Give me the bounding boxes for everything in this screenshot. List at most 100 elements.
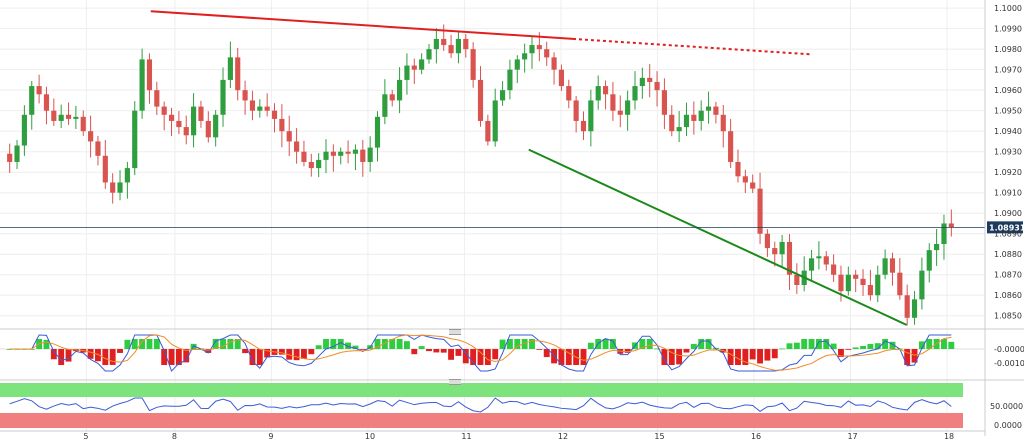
macd-histogram-bar <box>889 341 896 349</box>
candle-body <box>58 114 64 121</box>
candle-body <box>191 106 197 136</box>
macd-histogram-bar <box>153 339 160 349</box>
candle-body <box>757 188 763 234</box>
candle-body <box>249 100 256 111</box>
candle-body <box>522 53 528 60</box>
y-tick-label: 1.0960 <box>994 86 1022 95</box>
macd-histogram-bar <box>293 349 300 361</box>
macd-histogram-bar <box>764 349 771 361</box>
x-tick-label: 5 <box>83 432 88 440</box>
candle-body <box>426 49 432 60</box>
x-tick-label: 10 <box>365 432 375 440</box>
y-tick-label: 1.0860 <box>994 291 1022 300</box>
macd-histogram-bar <box>455 349 462 356</box>
macd-histogram-bar <box>470 349 477 365</box>
x-tick-label: 18 <box>944 432 954 440</box>
candle-body <box>948 223 954 228</box>
candle-body <box>374 116 381 148</box>
macd-histogram-bar <box>698 339 705 349</box>
candle-body <box>845 274 851 292</box>
candle-body <box>705 106 712 111</box>
candle-body <box>389 94 395 101</box>
resistance-extension <box>572 37 811 56</box>
candle-body <box>14 145 20 162</box>
macd-histogram-bar <box>735 349 741 365</box>
candle-body <box>816 256 822 259</box>
macd-histogram-bar <box>131 339 138 349</box>
oscillator-resize-handle[interactable] <box>449 379 461 385</box>
macd-histogram-bar <box>124 339 131 349</box>
candle-body <box>573 100 579 121</box>
candle-body <box>536 45 542 50</box>
candle-body <box>492 100 498 142</box>
candle-body <box>713 106 719 115</box>
macd-histogram-bar <box>87 349 94 359</box>
candle-body <box>455 38 462 54</box>
macd-histogram-bar <box>874 343 881 349</box>
macd-histogram-bar <box>529 339 535 349</box>
y-tick-label: 1.0870 <box>994 271 1022 280</box>
candle-body <box>168 114 175 121</box>
x-tick-label: 11 <box>461 432 471 440</box>
macd-histogram-bar <box>175 349 182 365</box>
last-price-label: 1.08931 <box>989 223 1024 232</box>
candle-body <box>198 106 204 121</box>
oversold-zone <box>0 413 963 428</box>
macd-histogram-bar <box>433 349 440 353</box>
time-axis: 5 8 9 10 11 12 15 16 17 18 <box>0 430 985 440</box>
macd-histogram-bar <box>492 349 499 360</box>
candle-body <box>352 149 359 154</box>
candle-body <box>360 149 366 162</box>
macd-histogram-bar <box>602 339 609 349</box>
y-tick-label: 1.0940 <box>994 127 1022 136</box>
macd-histogram-bar <box>543 349 550 358</box>
macd-histogram-bar <box>801 339 808 349</box>
candle-body <box>308 161 314 169</box>
macd-histogram-bar <box>212 339 219 349</box>
macd-tick-label: -0.0000 <box>994 345 1024 354</box>
macd-panel: -0.0000 -0.0010 <box>0 328 1024 372</box>
y-tick-label: 1.1000 <box>994 4 1022 13</box>
macd-histogram-bar <box>411 349 418 355</box>
candle-body <box>934 243 940 251</box>
candle-body <box>639 77 645 87</box>
candle-body <box>838 274 844 292</box>
last-price-line: 1.08931 <box>0 221 1024 234</box>
macd-histogram-bar <box>742 349 749 365</box>
macd-histogram-bar <box>904 349 911 365</box>
candle-series <box>7 24 954 326</box>
macd-histogram-bar <box>205 349 212 353</box>
macd-histogram-bar <box>838 349 844 358</box>
candle-body <box>176 120 182 128</box>
macd-histogram-bar <box>50 349 57 360</box>
candle-body <box>88 131 94 142</box>
macd-histogram-bar <box>484 349 491 365</box>
candle-body <box>507 69 513 91</box>
macd-histogram-bar <box>418 346 425 349</box>
candle-body <box>691 114 697 121</box>
candle-body <box>227 57 233 80</box>
candle-body <box>205 120 211 138</box>
trend-lines <box>150 10 908 326</box>
candle-body <box>566 86 572 101</box>
macd-histogram-bar <box>521 339 528 349</box>
candle-body <box>514 59 520 70</box>
candle-body <box>470 49 476 80</box>
candle-body <box>632 86 638 101</box>
macd-resize-handle[interactable] <box>449 329 461 335</box>
macd-histogram-bar <box>117 349 123 353</box>
osc-tick-label: 50.0000 <box>990 402 1023 411</box>
candle-body <box>595 86 601 101</box>
candle-body <box>676 127 682 132</box>
y-tick-label: 1.0990 <box>994 25 1022 34</box>
macd-histogram-bar <box>278 349 285 355</box>
macd-histogram-bar <box>668 349 675 365</box>
candle-body <box>29 86 35 115</box>
candle-body <box>625 100 631 115</box>
y-tick-label: 1.0920 <box>994 168 1022 177</box>
y-tick-label: 1.0900 <box>994 209 1022 218</box>
x-tick-label: 17 <box>847 432 857 440</box>
candle-body <box>257 106 263 111</box>
candle-body <box>80 116 86 132</box>
